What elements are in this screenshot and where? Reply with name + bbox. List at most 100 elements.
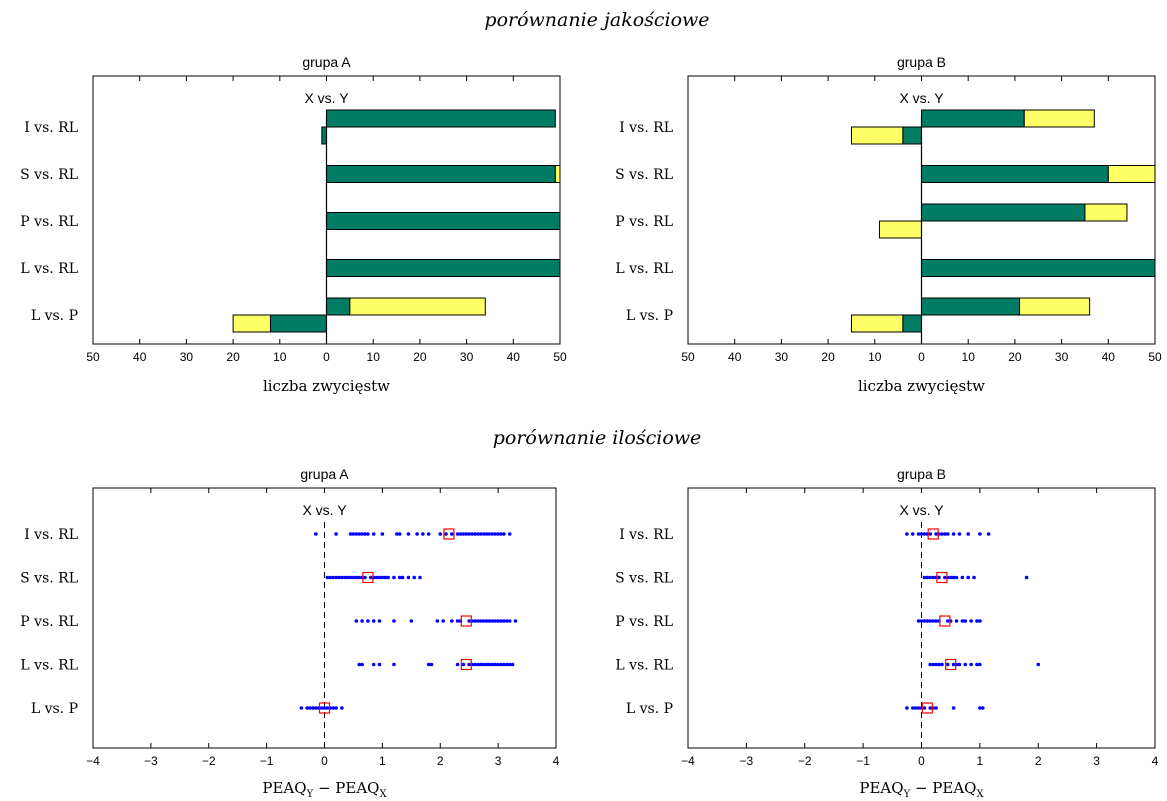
category-label: P vs. RL <box>20 214 78 230</box>
data-point <box>910 706 915 710</box>
x-tick-label: 50 <box>86 350 100 364</box>
data-point <box>513 619 518 623</box>
data-point <box>960 619 965 623</box>
x-tick-label: 40 <box>133 350 147 364</box>
data-point <box>499 532 503 536</box>
data-point <box>507 619 512 623</box>
data-point <box>342 575 347 580</box>
x-tick-label: 10 <box>962 350 976 364</box>
data-point <box>473 662 477 667</box>
data-point <box>337 575 341 580</box>
data-point <box>374 575 379 580</box>
data-point <box>507 532 512 536</box>
data-point <box>412 575 417 580</box>
data-point <box>450 532 454 536</box>
data-point <box>478 532 483 536</box>
x-tick-label: 10 <box>868 350 882 364</box>
data-point <box>325 706 330 710</box>
x-tick-label: 2 <box>437 754 444 768</box>
data-point <box>467 662 471 667</box>
data-point <box>910 532 915 536</box>
category-label: S vs. RL <box>20 571 78 587</box>
mean-marker <box>318 702 331 714</box>
mean-marker <box>362 571 374 584</box>
data-point <box>357 575 362 580</box>
data-point <box>311 706 315 710</box>
data-point <box>360 662 364 667</box>
data-point <box>505 662 509 667</box>
bar-left-dark <box>902 126 923 145</box>
chart-annotation: X vs. Y <box>302 502 347 518</box>
data-point <box>922 532 927 536</box>
data-point <box>510 662 515 667</box>
x-tick-label: 20 <box>821 350 835 364</box>
data-point <box>377 662 382 667</box>
data-point <box>415 532 419 536</box>
x-axis-label: liczba zwycięstw <box>263 377 390 395</box>
data-point <box>473 532 477 536</box>
category-label: S vs. RL <box>615 571 673 587</box>
x-tick-label: 20 <box>413 350 427 364</box>
data-point <box>496 532 500 536</box>
data-point <box>470 532 474 536</box>
bar-right-light <box>1019 297 1091 316</box>
data-point <box>490 619 495 623</box>
chart-annotation: X vs. Y <box>304 90 349 106</box>
data-point <box>455 532 460 536</box>
data-point <box>357 532 362 536</box>
data-point <box>493 662 498 667</box>
data-point <box>377 619 382 623</box>
x-tick-label: 20 <box>1008 350 1022 364</box>
data-point <box>487 532 492 536</box>
data-point <box>395 532 399 536</box>
x-tick-label: −1 <box>260 754 274 768</box>
bar-right-light <box>1107 165 1156 183</box>
chart-annotation: X vs. Y <box>899 90 944 106</box>
data-point <box>418 575 422 580</box>
bar-right-light <box>1023 109 1095 128</box>
data-point <box>392 575 396 580</box>
data-point <box>922 619 927 623</box>
data-point <box>406 575 411 580</box>
data-point <box>351 575 356 580</box>
data-point <box>357 662 362 667</box>
data-point <box>325 575 330 580</box>
bar-right-dark <box>921 109 1025 128</box>
data-point <box>331 706 335 710</box>
data-point <box>484 532 489 536</box>
category-label: P vs. RL <box>20 614 78 630</box>
data-point <box>328 575 333 580</box>
x-tick-label: 30 <box>775 350 789 364</box>
data-point <box>331 575 335 580</box>
data-point <box>366 619 370 623</box>
data-point <box>450 619 454 623</box>
data-point <box>345 575 350 580</box>
mean-marker <box>927 528 939 540</box>
data-point <box>380 575 385 580</box>
data-point <box>397 575 402 580</box>
data-point <box>951 575 956 580</box>
data-point <box>319 706 324 710</box>
data-point <box>928 575 933 580</box>
data-point <box>348 575 353 580</box>
data-point <box>1036 662 1041 667</box>
data-point <box>934 706 938 710</box>
x-tick-label: 1 <box>977 754 984 768</box>
mean-marker <box>460 658 472 671</box>
data-point <box>380 532 385 536</box>
x-tick-label: 0 <box>918 754 925 768</box>
mean-marker <box>460 615 472 627</box>
data-point <box>919 532 924 536</box>
data-point <box>969 619 973 623</box>
data-point <box>928 619 933 623</box>
data-point <box>493 532 498 536</box>
data-point <box>464 532 469 536</box>
data-point <box>481 662 486 667</box>
data-point <box>940 662 944 667</box>
x-tick-label: 4 <box>553 754 560 768</box>
data-point <box>963 662 968 667</box>
data-point <box>397 532 402 536</box>
data-point <box>957 662 962 667</box>
data-point <box>931 662 935 667</box>
x-tick-label: 40 <box>728 350 742 364</box>
